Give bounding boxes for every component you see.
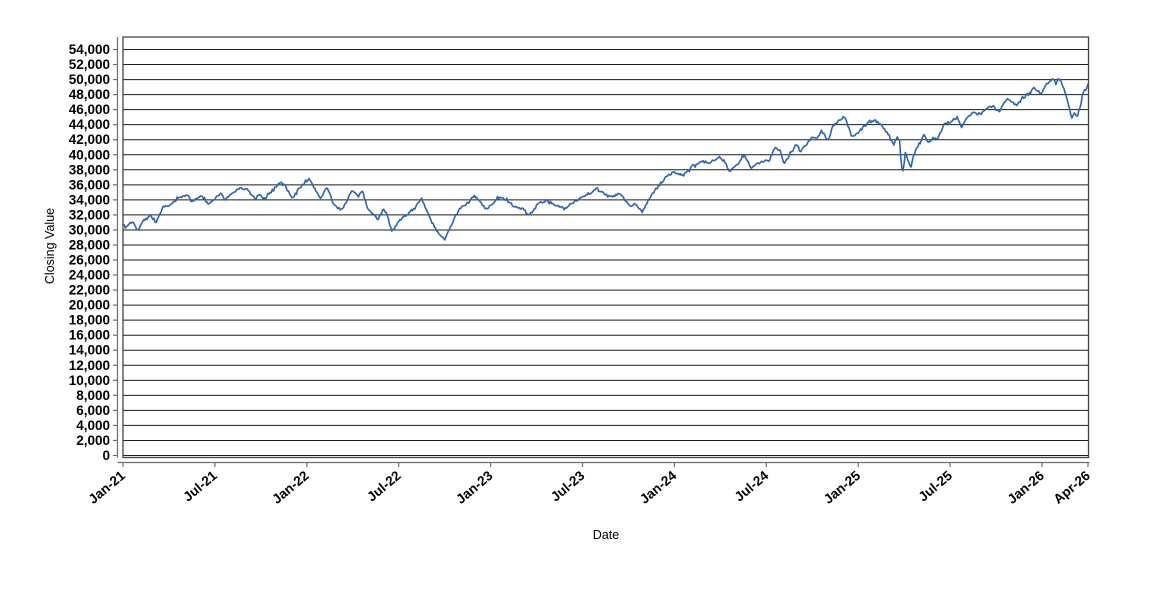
y-tick-label: 50,000 — [69, 72, 110, 87]
x-tick-label: Jan-23 — [453, 467, 496, 506]
x-axis: Jan-21 Jul-21 Jan-22 Jul-22 Jan-23 Jul-23 Jan-… — [86, 461, 1094, 507]
y-tick-label: 48,000 — [69, 87, 110, 102]
y-axis-title: Closing Value — [43, 207, 57, 285]
x-tick-label: Jul-23 — [548, 468, 588, 505]
y-tick-label: 38,000 — [69, 162, 110, 177]
y-axis: 02,0004,0006,0008,00010,00012,00014,0001… — [69, 37, 119, 463]
x-tick-label: Apr-26 — [1051, 467, 1094, 506]
y-tick-label: 36,000 — [69, 177, 110, 192]
y-tick-label: 34,000 — [69, 192, 110, 207]
x-tick-label: Jul-22 — [364, 468, 404, 505]
x-tick-label: Jan-21 — [86, 467, 129, 506]
y-tick-label: 26,000 — [69, 253, 110, 268]
y-tick-label: 4,000 — [76, 418, 110, 433]
y-tick-label: 18,000 — [69, 313, 110, 328]
x-tick-label: Jul-21 — [180, 468, 220, 505]
x-tick-label: Jan-25 — [821, 467, 864, 506]
y-tick-label: 44,000 — [69, 117, 110, 132]
x-axis-title: Date — [592, 528, 620, 542]
plot-frame — [122, 36, 1090, 459]
x-tick-label: Jul-24 — [732, 468, 772, 505]
y-tick-label: 52,000 — [69, 57, 110, 72]
y-tick-label: 46,000 — [69, 102, 110, 117]
x-tick-label: Jan-22 — [269, 468, 311, 507]
y-tick-label: 42,000 — [69, 132, 110, 147]
y-tick-label: 40,000 — [69, 147, 110, 162]
y-tick-label: 22,000 — [69, 283, 110, 298]
x-tick-label: Jan-26 — [1005, 467, 1048, 506]
y-tick-label: 30,000 — [69, 222, 110, 237]
y-tick-label: 20,000 — [69, 298, 110, 313]
x-tick-label: Jan-24 — [637, 467, 680, 506]
y-tick-label: 16,000 — [69, 328, 110, 343]
y-tick-label: 2,000 — [76, 433, 110, 448]
y-tick-label: 6,000 — [76, 403, 110, 418]
series-line-closing-value — [122, 77, 1089, 241]
y-tick-label: 28,000 — [69, 237, 110, 252]
y-gridlines — [123, 49, 1089, 456]
x-tick-label: Jul-25 — [916, 468, 956, 505]
y-tick-label: 10,000 — [69, 373, 110, 388]
y-tick-label: 24,000 — [69, 268, 110, 283]
y-tick-label: 8,000 — [76, 388, 110, 403]
y-tick-label: 12,000 — [69, 358, 110, 373]
y-tick-label: 54,000 — [69, 42, 110, 57]
y-tick-label: 14,000 — [69, 343, 110, 358]
y-tick-label: 32,000 — [69, 207, 110, 222]
y-tick-label: 0 — [102, 448, 110, 463]
